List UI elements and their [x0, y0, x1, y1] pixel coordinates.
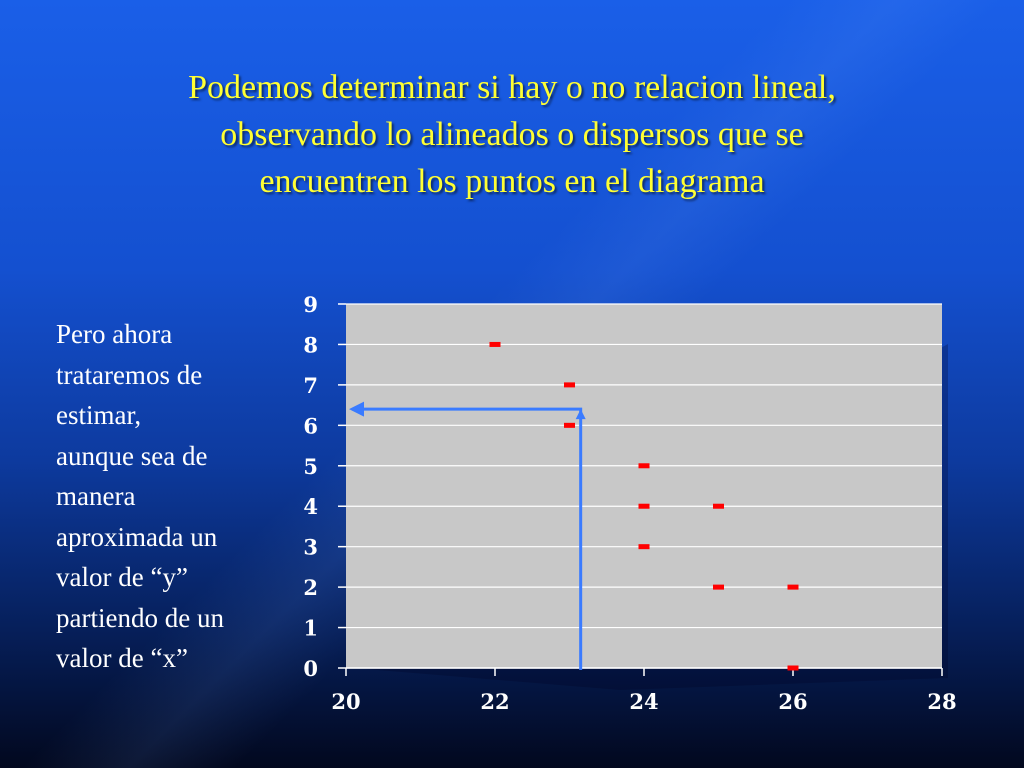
y-tick-label: 3	[303, 535, 318, 560]
body-line: aunque sea de	[56, 440, 208, 471]
data-point	[564, 382, 575, 388]
body-line: valor de “x”	[56, 643, 188, 673]
body-line: partiendo de un	[56, 602, 224, 633]
title-line: observando lo alineados o dispersos que …	[220, 116, 804, 153]
data-point	[638, 503, 650, 509]
data-point	[713, 584, 724, 590]
data-point	[564, 422, 575, 428]
body-line: Pero ahora	[56, 319, 173, 349]
body-line: estimar,	[56, 400, 142, 430]
y-tick-label: 5	[303, 454, 318, 479]
data-point	[638, 463, 650, 469]
body-line: aproximada un	[56, 521, 218, 552]
y-tick-label: 1	[303, 616, 318, 641]
x-tick-label: 24	[629, 689, 658, 714]
slide-title: Podemos determinar si hay o no relacion …	[60, 64, 964, 205]
data-point	[489, 341, 501, 347]
y-tick-label: 8	[303, 332, 318, 357]
data-point	[713, 503, 724, 509]
y-tick-label: 2	[303, 575, 318, 600]
body-line: trataremos de	[56, 359, 203, 390]
x-tick-label: 28	[927, 689, 956, 714]
y-tick-label: 9	[303, 292, 318, 317]
y-tick-label: 6	[303, 413, 318, 438]
x-tick-label: 26	[778, 689, 807, 714]
title-line: Podemos determinar si hay o no relacion …	[188, 69, 836, 106]
body-line: manera	[56, 481, 136, 511]
x-tick-label: 20	[331, 689, 360, 714]
y-tick-label: 0	[303, 656, 318, 681]
y-tick-label: 4	[303, 494, 318, 519]
x-tick-label: 22	[480, 689, 509, 714]
data-point	[787, 665, 799, 671]
arrow-head-up	[575, 409, 586, 420]
data-point	[787, 584, 799, 590]
title-line: encuentren los puntos en el diagrama	[259, 163, 765, 200]
y-tick-label: 7	[303, 373, 318, 398]
body-line: valor de “y”	[56, 562, 188, 592]
slide-body-text: Pero ahora trataremos de estimar, aunque…	[56, 314, 276, 679]
plot-area	[346, 304, 942, 668]
data-point	[638, 544, 650, 550]
